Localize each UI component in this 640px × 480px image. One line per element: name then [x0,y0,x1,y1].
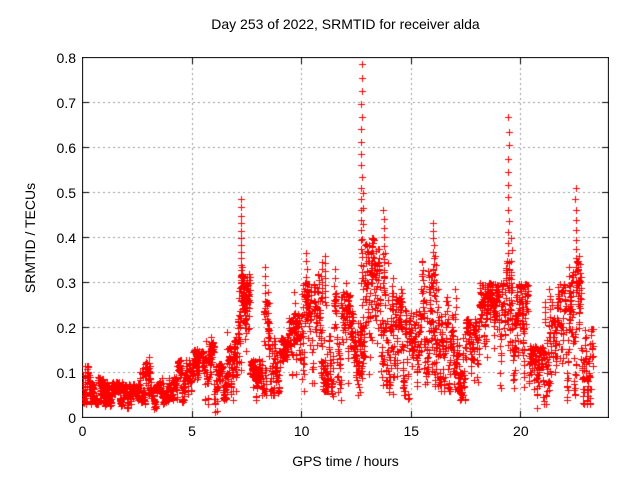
y-tick-label: 0.1 [56,364,76,381]
y-tick-label: 0 [68,409,76,426]
y-tick-label: 0.4 [56,229,76,246]
y-tick-label: 0.3 [56,274,76,291]
chart-title: Day 253 of 2022, SRMTID for receiver ald… [211,16,480,32]
y-tick-label: 0.8 [56,49,76,66]
x-axis-label: GPS time / hours [292,453,399,469]
y-tick-label: 0.5 [56,184,76,201]
y-tick-label: 0.2 [56,319,76,336]
x-tick-label: 10 [293,423,310,439]
x-tick-label: 15 [403,423,420,439]
plot-area [82,57,609,418]
y-tick-label: 0.6 [56,139,76,156]
x-tick-label: 5 [188,423,196,439]
y-tick-label: 0.7 [56,94,76,111]
x-tick-label: 20 [513,423,529,439]
scatter-canvas [82,57,609,418]
x-tick-label: 0 [78,423,87,439]
